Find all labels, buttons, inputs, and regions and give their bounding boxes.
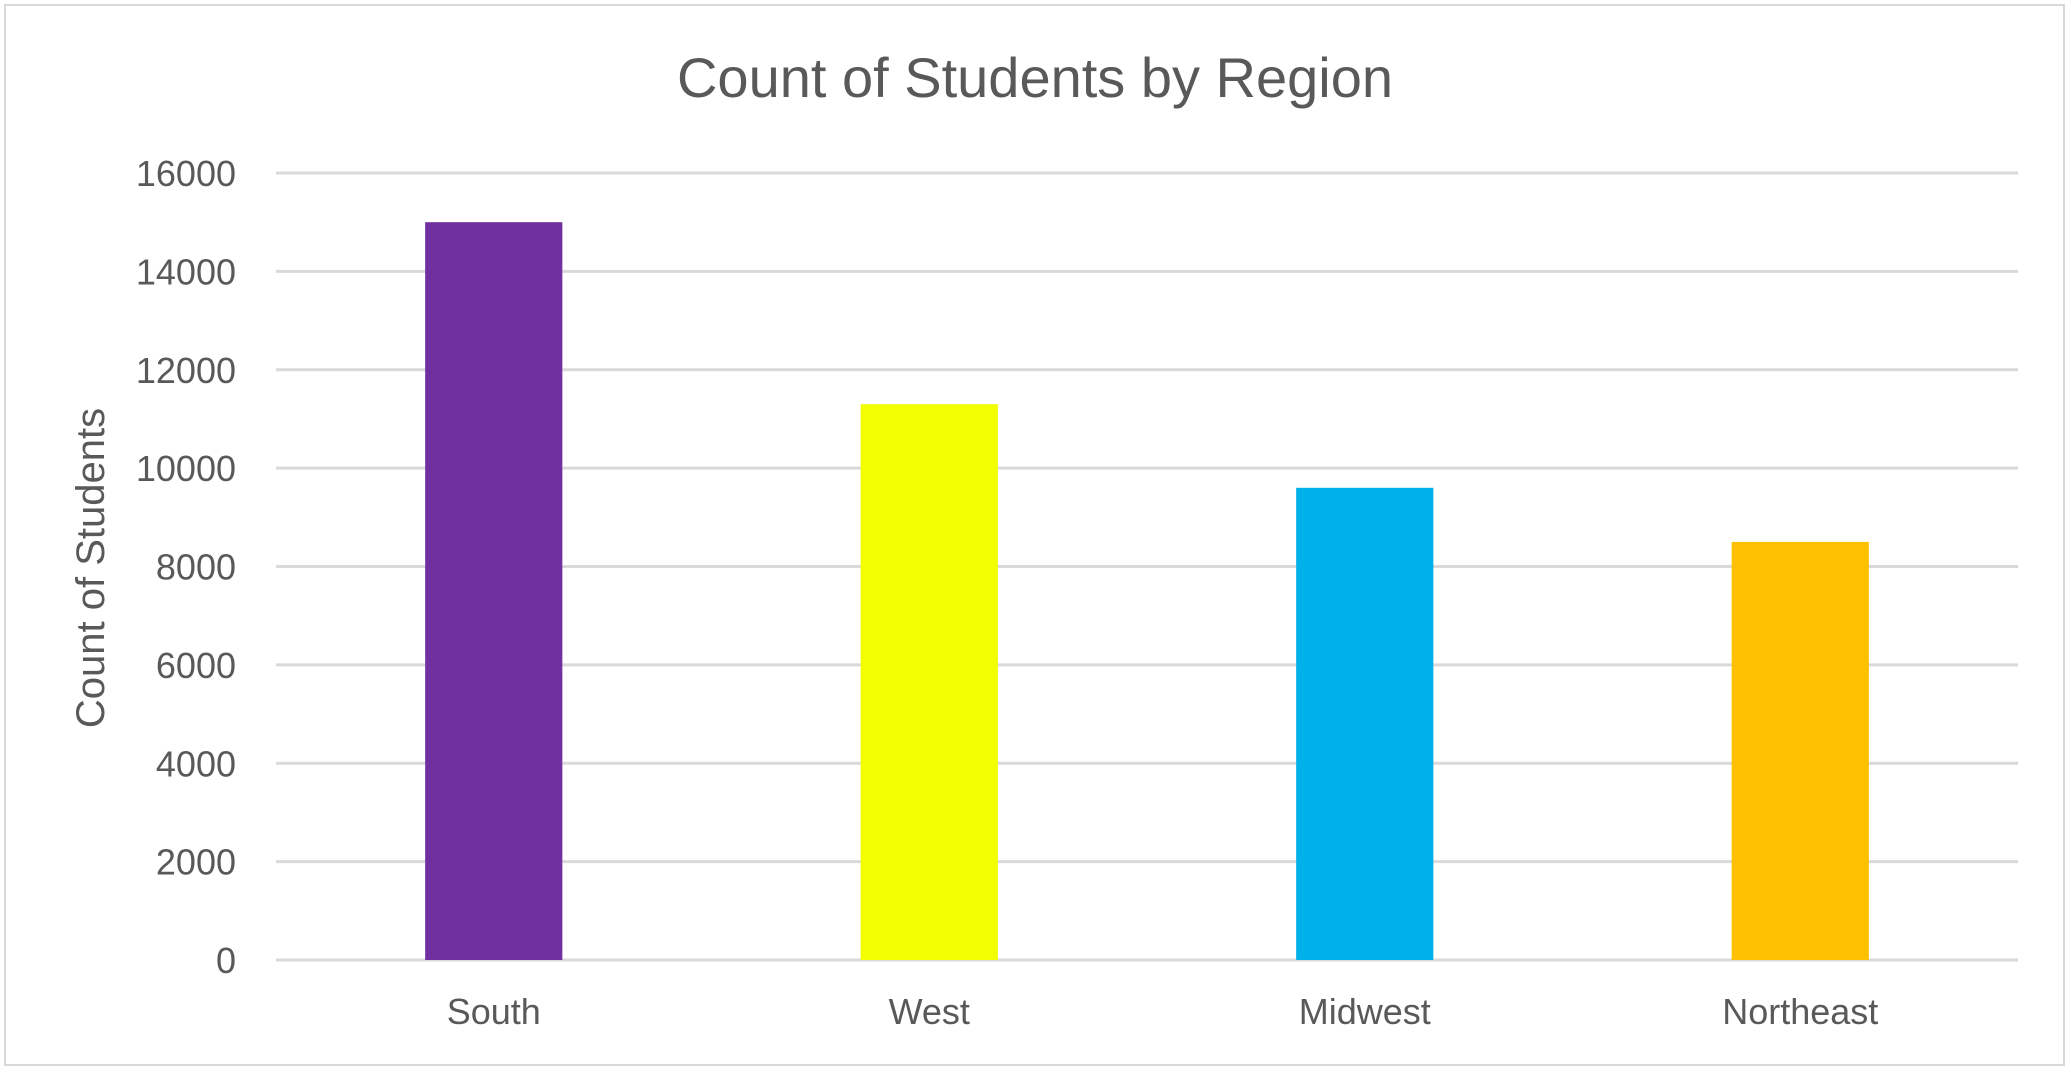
y-tick-label: 12000	[136, 350, 236, 391]
x-tick-labels: South West Midwest Northeast	[447, 991, 1879, 1032]
bar-midwest	[1296, 487, 1434, 960]
x-tick-label: South	[447, 991, 541, 1032]
y-tick-label: 14000	[136, 251, 236, 292]
y-tick-label: 8000	[156, 547, 236, 588]
y-tick-label: 6000	[156, 645, 236, 686]
y-tick-labels: 0 2000 4000 6000 8000 10000 12000 14000 16000	[136, 153, 236, 981]
chart-title: Count of Students by Region	[677, 46, 1393, 109]
y-tick-label: 2000	[156, 842, 236, 883]
bar-northeast	[1731, 541, 1869, 960]
bar-west	[860, 404, 998, 960]
bars	[425, 222, 1869, 960]
y-tick-label: 4000	[156, 743, 236, 784]
x-tick-label: Midwest	[1299, 991, 1431, 1032]
y-tick-label: 0	[216, 940, 236, 981]
y-tick-label: 10000	[136, 448, 236, 489]
y-axis-title: Count of Students	[69, 408, 113, 728]
x-tick-label: West	[889, 991, 970, 1032]
chart-frame	[4, 4, 2065, 1066]
x-tick-label: Northeast	[1722, 991, 1878, 1032]
gridlines	[276, 171, 2018, 962]
bar-south	[425, 222, 563, 960]
y-tick-label: 16000	[136, 153, 236, 194]
